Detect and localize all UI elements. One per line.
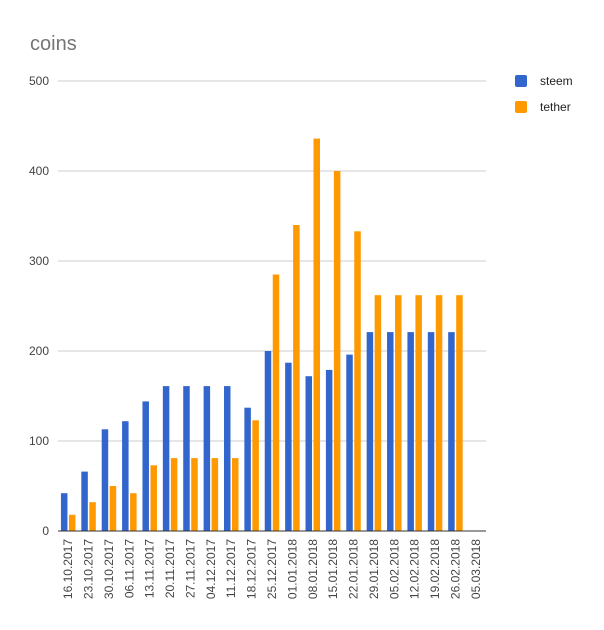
x-tick-label: 22.01.2018: [347, 539, 361, 599]
legend: steem tether: [515, 74, 573, 114]
bar-steem: [285, 362, 292, 531]
x-tick-label: 11.12.2017: [224, 539, 238, 598]
bar-tether: [456, 295, 463, 531]
y-tick-label: 100: [29, 434, 49, 448]
x-tick-label: 25.12.2017: [265, 539, 279, 599]
bar-steem: [325, 369, 333, 531]
x-tick-label: 08.01.2018: [306, 539, 320, 599]
y-tick-label: 0: [42, 524, 49, 538]
bar-steem: [122, 421, 129, 531]
bar-steem: [305, 376, 313, 531]
bar-tether: [191, 458, 198, 531]
x-tick-label: 19.02.2018: [428, 539, 442, 599]
bar-steem: [448, 332, 455, 531]
bar-steem: [162, 386, 170, 531]
bar-tether: [211, 458, 219, 531]
bar-tether: [130, 493, 137, 531]
bar-steem: [60, 493, 68, 531]
bar-steem: [183, 386, 190, 531]
bar-tether: [170, 458, 178, 531]
bar-tether: [293, 225, 300, 531]
legend-label-steem: steem: [540, 74, 573, 88]
bar-tether: [415, 295, 422, 531]
bar-steem: [101, 429, 109, 531]
y-tick-label: 200: [29, 344, 49, 358]
x-tick-label: 20.11.2017: [163, 539, 177, 598]
bar-tether: [435, 295, 443, 531]
x-tick-label: 26.02.2018: [448, 539, 462, 599]
bar-steem: [407, 332, 414, 531]
legend-swatch-tether: [515, 101, 527, 113]
bar-steem: [244, 407, 251, 531]
gridlines: [58, 80, 486, 442]
x-tick-label: 30.10.2017: [102, 539, 116, 599]
bar-tether: [231, 458, 239, 531]
bar-tether: [272, 274, 280, 531]
bar-steem: [346, 354, 353, 531]
x-tick-label: 23.10.2017: [82, 539, 96, 599]
x-tick-label: 04.12.2017: [204, 539, 218, 599]
x-tick-label: 27.11.2017: [183, 539, 197, 598]
x-tick-label: 18.12.2017: [245, 539, 259, 599]
bars: [60, 138, 463, 532]
legend-label-tether: tether: [540, 100, 571, 114]
bar-tether: [333, 171, 341, 531]
bar-tether: [150, 465, 157, 531]
bar-steem: [203, 386, 211, 531]
bar-tether: [252, 420, 259, 531]
x-tick-label: 15.01.2018: [326, 539, 340, 599]
bar-tether: [354, 231, 361, 532]
x-tick-label: 05.02.2018: [387, 539, 401, 599]
y-tick-label: 300: [29, 254, 49, 268]
bar-steem: [427, 332, 435, 531]
bar-tether: [313, 138, 321, 531]
y-tick-label: 400: [29, 164, 49, 178]
bar-tether: [68, 514, 76, 531]
x-tick-labels: 16.10.2017 23.10.2017 30.10.2017 06.11.2017…: [61, 539, 483, 599]
bar-steem: [366, 332, 374, 531]
bar-tether: [109, 486, 117, 531]
x-tick-label: 29.01.2018: [367, 539, 381, 599]
bar-steem: [81, 471, 88, 531]
x-tick-label: 12.02.2018: [408, 539, 422, 599]
axes: 0 100 200 300 400 500: [29, 74, 486, 538]
x-tick-label: 16.10.2017: [61, 539, 75, 599]
bar-steem: [387, 332, 394, 531]
chart-title: coins: [30, 33, 77, 55]
bar-tether: [374, 295, 382, 531]
bar-steem: [142, 401, 149, 531]
x-tick-label: 13.11.2017: [143, 539, 157, 598]
legend-swatch-steem: [515, 75, 527, 87]
bar-steem: [264, 351, 272, 531]
y-tick-label: 500: [29, 74, 49, 88]
bar-tether: [89, 502, 96, 531]
x-tick-label: 05.03.2018: [469, 539, 483, 599]
x-tick-label: 06.11.2017: [122, 539, 136, 598]
bar-tether: [395, 295, 402, 531]
x-tick-label: 01.01.2018: [285, 539, 299, 599]
bar-steem: [223, 386, 231, 531]
